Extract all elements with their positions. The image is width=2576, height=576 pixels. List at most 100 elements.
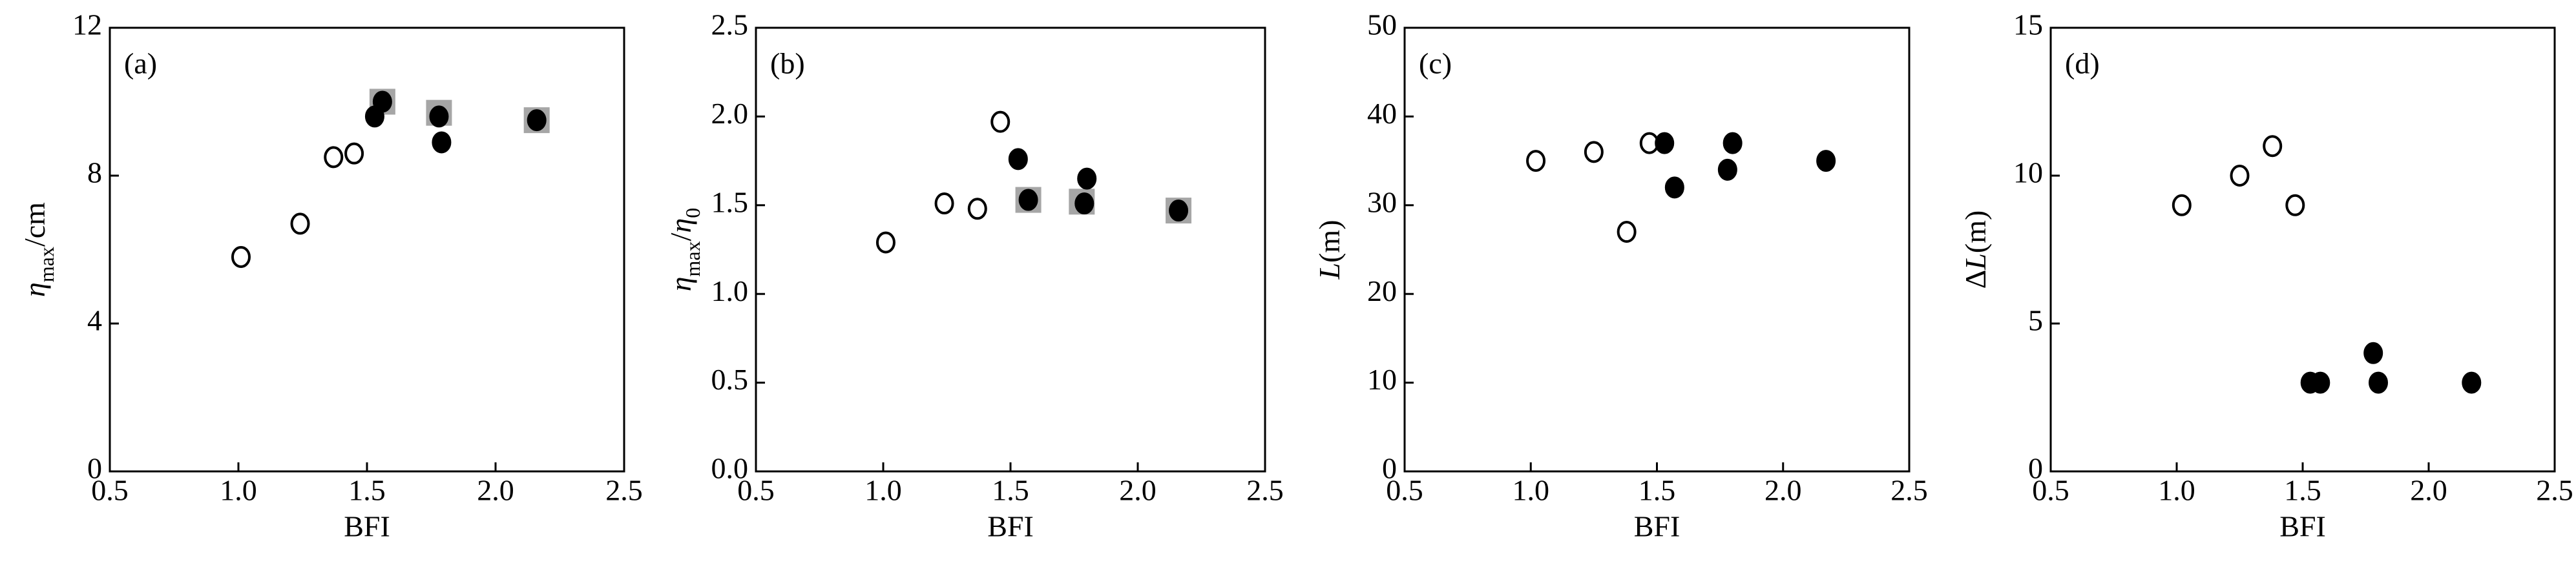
panel: 0.5 1.0 1.5 2.0 2.5 0 5 10 15 BFI ΔL(m) (d) xyxy=(1959,8,2573,543)
y-label-part: / xyxy=(664,232,697,241)
y-tick-label: 12 xyxy=(72,8,102,41)
open-circle-marker xyxy=(324,146,344,169)
x-tick-label: 1.5 xyxy=(2284,474,2321,507)
y-tick-label: 2.5 xyxy=(711,8,749,41)
y-tick-label: 10 xyxy=(2013,156,2043,189)
open-circle-marker xyxy=(1617,221,1637,243)
x-axis-label: BFI xyxy=(1634,510,1681,543)
y-label-part: (m) xyxy=(1313,220,1346,262)
y-label-part: (m) xyxy=(1959,211,1992,253)
open-circle-marker xyxy=(2230,165,2250,187)
y-tick-label: 1.5 xyxy=(711,185,749,218)
x-tick-label: 1.0 xyxy=(2158,474,2195,507)
y-label-part: L xyxy=(1959,253,1992,271)
filled-circle-marker xyxy=(2462,371,2482,394)
x-tick-label: 0.5 xyxy=(91,474,129,507)
open-circle-marker xyxy=(1526,150,1546,172)
open-circle-marker xyxy=(990,110,1011,133)
x-tick-label: 2.5 xyxy=(605,474,643,507)
y-tick-label: 50 xyxy=(1367,8,1397,41)
x-tick-label: 0.5 xyxy=(737,474,775,507)
panel: 0.5 1.0 1.5 2.0 2.5 0 4 8 12 BFI ηmax/cm (a) xyxy=(18,8,643,543)
x-tick-label: 0.5 xyxy=(1386,474,1423,507)
plot-frame xyxy=(2049,26,2556,473)
x-tick-label: 1.0 xyxy=(220,474,257,507)
filled-circle-marker xyxy=(527,109,547,132)
open-circle-marker xyxy=(875,231,895,254)
y-tick-label: 0 xyxy=(87,452,102,485)
x-tick-label: 0.5 xyxy=(2032,474,2069,507)
panel-annotation: (d) xyxy=(2065,47,2100,80)
open-circle-marker xyxy=(231,245,251,268)
x-tick-label: 2.5 xyxy=(1246,474,1284,507)
y-axis-label: ηmax/cm xyxy=(18,202,59,297)
y-label-part: 0 xyxy=(681,208,704,218)
filled-circle-marker xyxy=(1077,167,1097,190)
x-axis-label: BFI xyxy=(2279,510,2326,543)
x-tick-label: 2.5 xyxy=(1890,474,1928,507)
filled-circle-marker xyxy=(1018,189,1038,211)
plot-frame xyxy=(1403,26,1911,473)
x-tick-label: 1.5 xyxy=(1639,474,1676,507)
x-tick-label: 1.0 xyxy=(864,474,902,507)
filled-circle-marker xyxy=(1074,192,1094,215)
open-circle-marker xyxy=(344,142,364,165)
filled-circle-marker xyxy=(1664,176,1684,199)
y-label-part: η xyxy=(664,276,697,291)
y-tick-label: 4 xyxy=(87,304,102,337)
y-tick-label: 10 xyxy=(1367,363,1397,396)
x-tick-label: 2.5 xyxy=(2536,474,2573,507)
panel-annotation: (b) xyxy=(770,47,805,80)
x-tick-label: 1.0 xyxy=(1513,474,1550,507)
filled-circle-marker xyxy=(1008,148,1028,170)
y-tick-label: 5 xyxy=(2028,304,2043,337)
y-tick-label: 2.0 xyxy=(711,97,749,130)
y-tick-label: 1.0 xyxy=(711,274,749,307)
y-label-part: max xyxy=(35,247,58,282)
filled-circle-marker xyxy=(429,105,449,128)
y-tick-label: 0 xyxy=(1382,452,1397,485)
y-label-part: Δ xyxy=(1959,270,1992,289)
open-circle-marker xyxy=(967,198,987,220)
x-axis-label: BFI xyxy=(987,510,1034,543)
panel-annotation: (c) xyxy=(1419,47,1452,80)
y-tick-label: 8 xyxy=(87,156,102,189)
filled-circle-marker xyxy=(1169,200,1189,222)
open-circle-marker xyxy=(2172,194,2192,216)
y-tick-label: 20 xyxy=(1367,274,1397,307)
filled-circle-marker xyxy=(1723,132,1743,154)
panel: 0.5 1.0 1.5 2.0 2.5 0 10 20 30 40 50 BFI L(m) (c) xyxy=(1313,8,1928,543)
y-tick-label: 0.5 xyxy=(711,363,749,396)
filled-circle-marker xyxy=(1816,150,1836,172)
y-label-part: /cm xyxy=(18,202,51,247)
x-tick-label: 1.5 xyxy=(348,474,386,507)
y-tick-label: 30 xyxy=(1367,185,1397,218)
filled-circle-marker xyxy=(2369,371,2388,394)
filled-circle-marker xyxy=(1655,132,1675,154)
y-tick-label: 40 xyxy=(1367,97,1397,130)
y-label-part: η xyxy=(18,282,51,297)
panel: 0.5 1.0 1.5 2.0 2.50.00.51.01.52.02.5BFIηmax… xyxy=(664,8,1284,543)
filled-circle-marker xyxy=(1717,158,1737,181)
open-circle-marker xyxy=(2263,135,2283,158)
plot-frame xyxy=(109,26,625,473)
x-tick-label: 2.0 xyxy=(1119,474,1157,507)
y-axis-label: ηmax/η0 xyxy=(664,208,705,292)
y-label-part: η xyxy=(664,218,697,233)
x-tick-label: 1.5 xyxy=(992,474,1029,507)
y-label-part: L xyxy=(1313,263,1346,280)
filled-circle-marker xyxy=(372,90,392,113)
filled-circle-marker xyxy=(432,131,452,154)
panel-annotation: (a) xyxy=(124,47,157,80)
open-circle-marker xyxy=(934,192,954,215)
y-axis-label: L(m) xyxy=(1313,220,1346,280)
open-circle-marker xyxy=(290,212,310,235)
y-axis-label: ΔL(m) xyxy=(1959,211,1992,289)
filled-circle-marker xyxy=(2310,371,2330,394)
x-axis-label: BFI xyxy=(344,510,390,543)
open-circle-marker xyxy=(2285,194,2305,216)
open-circle-marker xyxy=(1584,141,1604,163)
x-tick-label: 2.0 xyxy=(1764,474,1802,507)
x-tick-label: 2.0 xyxy=(2410,474,2447,507)
